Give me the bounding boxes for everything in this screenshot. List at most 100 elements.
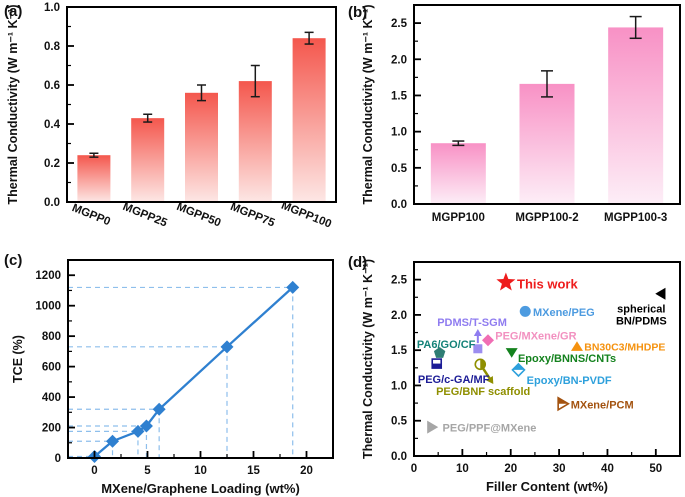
marker-pa6-go-cf: [433, 347, 446, 358]
x-tick-label: 20: [504, 463, 517, 475]
label-peg-bnf-scaffold: PEG/BNF scaffold: [436, 386, 530, 398]
y-tick-label: 400: [42, 392, 61, 404]
x-category-label: MGPP100-3: [604, 212, 667, 224]
panel-d-label: (d): [348, 254, 368, 271]
y-tick-label: 2.0: [391, 310, 407, 322]
data-point: [220, 340, 234, 354]
panel-a-label: (a): [4, 3, 23, 20]
y-tick-label: 200: [42, 423, 61, 435]
y-tick-label: 1.0: [391, 127, 407, 139]
data-point: [152, 402, 166, 416]
x-tick-label: 50: [649, 463, 662, 475]
y-tick-label: 0.4: [44, 119, 61, 131]
label-mxene-pcm: MXene/PCM: [571, 399, 634, 411]
x-category-label: MGPP100: [279, 200, 333, 231]
label-peg-c-ga-mf: PEG/c-GA/MF: [418, 374, 490, 386]
y-tick-label: 0.2: [44, 158, 60, 170]
x-category-label: MGPP0: [70, 202, 112, 228]
x-axis-title: Filler Content (wt%): [486, 479, 608, 494]
marker-peg-c-ga-mf-fill: [432, 363, 442, 369]
label-mxene-peg: MXene/PEG: [533, 307, 595, 319]
x-tick-label: 10: [194, 465, 207, 477]
label-spherical-bn-pdms: BN/PDMS: [616, 316, 667, 328]
y-axis-title: Thermal Conductivity (W m⁻¹ K⁻¹): [6, 5, 20, 205]
panel-a-bar-chart: MGPP0 MGPP25 MGPP50 MGPP75 MGPP100 0.0 0.2 0.4 0…: [6, 2, 337, 231]
y-tick-label: 1.0: [44, 2, 60, 14]
y-axis-title: TCE (%): [11, 335, 25, 383]
bar-MGPP25: [131, 118, 165, 202]
data-point: [139, 419, 153, 433]
x-axis-title: MXene/Graphene Loading (wt%): [101, 481, 300, 496]
y-tick-label: 0.5: [391, 416, 408, 428]
marker-pdms-t-sgm: [473, 344, 483, 354]
axis-box: [413, 261, 681, 457]
label-epoxy-bn-pvdf: Epoxy/BN-PVDF: [527, 375, 612, 387]
bar-MGPP100: [292, 38, 326, 203]
x-category-label: MGPP100-2: [515, 212, 578, 224]
y-tick-label: 0.0: [44, 197, 60, 209]
marker-mxene-pcm-fill: [558, 397, 569, 404]
x-category-label: MGPP25: [121, 201, 169, 230]
marker-epoxy-bn-pvdf-fill: [512, 363, 525, 370]
pdms-arrow-head: [473, 329, 482, 337]
y-tick-label: 800: [42, 331, 61, 343]
x-tick-label: 15: [247, 465, 260, 477]
marker-epoxy-bnns-cnts: [505, 348, 518, 358]
y-tick-label: 2.5: [391, 18, 408, 30]
x-tick-label: 20: [300, 465, 313, 477]
bar-MGPP75: [238, 81, 272, 202]
y-tick-label: 1.5: [391, 345, 408, 357]
x-tick-label: 0: [411, 463, 417, 475]
data-point: [131, 424, 145, 438]
label-this-work: This work: [517, 277, 578, 292]
bar-MGPP50: [185, 92, 218, 202]
x-tick-label: 0: [91, 465, 97, 477]
y-tick-label: 0.8: [44, 41, 61, 53]
label-bn30c3-mhdpe: BN30C3/MHDPE: [584, 341, 665, 353]
marker-bn30c3-mhdpe: [570, 341, 583, 351]
x-category-label: MGPP100: [432, 212, 485, 224]
y-tick-label: 0.6: [44, 80, 60, 92]
marker-this-work: [496, 272, 516, 291]
marker-peg-mxene-gr: [481, 334, 494, 347]
y-tick-label: 1.5: [391, 90, 408, 102]
x-category-label: MGPP50: [175, 201, 223, 230]
marker-spherical-bn-pdms: [655, 287, 666, 300]
x-tick-label: 5: [144, 465, 151, 477]
y-tick-label: 2.5: [391, 275, 408, 287]
y-axis-title: Thermal Conductivity (W m⁻¹ K⁻¹): [361, 259, 375, 459]
marker-peg-bnf-scaffold-fill: [480, 359, 486, 370]
panel-c-label: (c): [4, 252, 23, 269]
y-tick-label: 1200: [35, 270, 61, 282]
bar-MGPP0: [77, 155, 111, 202]
label-spherical-bn-pdms: spherical: [617, 304, 665, 316]
y-tick-label: 0.5: [391, 163, 408, 175]
marker-mxene-peg: [519, 305, 531, 317]
bnf-arrow: [482, 367, 492, 381]
label-peg-mxene-gr: PEG/MXene/GR: [495, 330, 576, 342]
y-tick-label: 0.0: [391, 199, 407, 211]
panel-c-line-chart: 0 200 400 600 800 1000 1200 TCE (%) 0 5 10 15 20MXen…: [11, 259, 334, 496]
y-axis-title: Thermal Conductivity (W m⁻¹ K⁻¹): [361, 5, 375, 205]
panel-b-label: (b): [348, 4, 368, 21]
x-tick-label: 40: [601, 463, 614, 475]
label-pa6-go-cf: PA6/GO/CF: [417, 339, 476, 351]
y-tick-label: 600: [42, 362, 61, 374]
bar-MGPP100: [430, 143, 486, 204]
data-point: [286, 280, 300, 294]
y-tick-label: 1.0: [391, 380, 407, 392]
label-peg-ppf-mxene: PEG/PPF@MXene: [443, 423, 537, 435]
x-tick-label: 30: [553, 463, 566, 475]
label-epoxy-bnns-cnts: Epoxy/BNNS/CNTs: [518, 353, 616, 365]
label-pdms-t-sgm: PDMS/T-SGM: [437, 317, 507, 329]
y-tick-label: 2.0: [391, 54, 407, 66]
axis-box: [413, 4, 681, 205]
y-tick-label: 1000: [35, 301, 61, 313]
x-tick-label: 10: [456, 463, 469, 475]
panel-b-bar-chart: MGPP100 MGPP100-2 MGPP100-3 0.0 0.5 1.0 1.5 2.0…: [361, 4, 681, 224]
y-tick-label: 0.0: [391, 451, 407, 463]
marker-peg-ppf-mxene: [427, 420, 439, 434]
bnf-arrow-head: [486, 375, 494, 385]
